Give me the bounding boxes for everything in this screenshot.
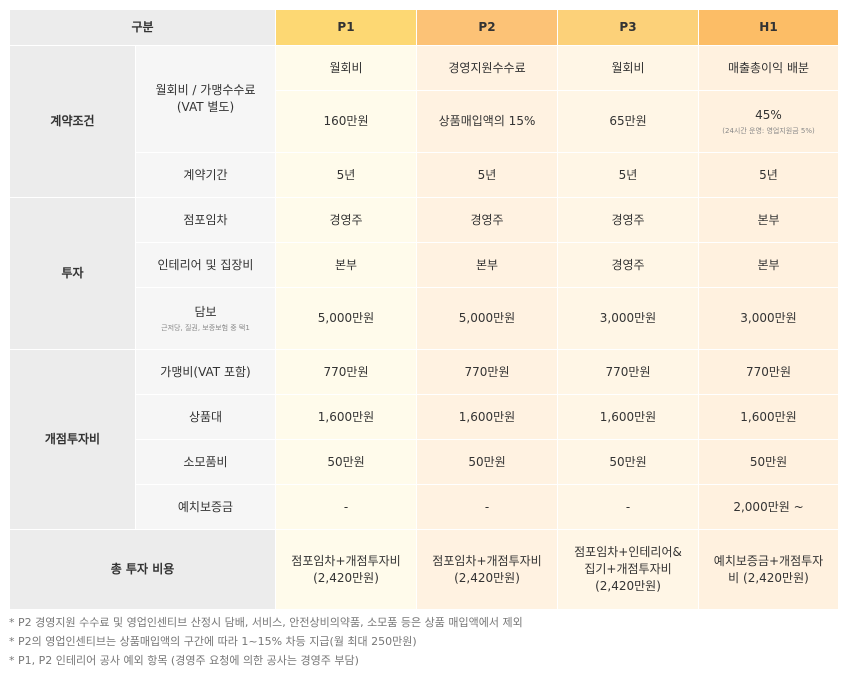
supplies-p1: 50만원 bbox=[275, 439, 417, 485]
row-label-supplies: 소모품비 bbox=[135, 439, 276, 485]
deposit-p1: - bbox=[275, 484, 417, 530]
franchise-h1: 770만원 bbox=[698, 349, 839, 395]
term-h1: 5년 bbox=[698, 152, 839, 198]
table-row: 투자 점포임차 경영주 경영주 경영주 본부 bbox=[9, 197, 839, 350]
franchise-comparison-table: 구분 P1 P2 P3 H1 계약조건 월회비 / 가맹수수료 (VAT 별도)… bbox=[9, 9, 839, 610]
goods-h1: 1,600만원 bbox=[698, 394, 839, 440]
header-p2: P2 bbox=[416, 9, 558, 46]
row-label-deposit: 예치보증금 bbox=[135, 484, 276, 530]
deposit-p2: - bbox=[416, 484, 558, 530]
term-p2: 5년 bbox=[416, 152, 558, 198]
row-label-interior: 인테리어 및 집장비 bbox=[135, 242, 276, 288]
table-row: 계약조건 월회비 / 가맹수수료 (VAT 별도) 월회비 경영지원수수료 월회… bbox=[9, 45, 839, 198]
footnote-3: * P1, P2 인테리어 공사 예외 항목 (경영주 요청에 의한 공사는 경… bbox=[9, 654, 359, 667]
row-label-collateral: 담보 bbox=[194, 305, 217, 319]
fee-type-h1: 매출총이익 배분 bbox=[698, 45, 839, 91]
franchise-p2: 770만원 bbox=[416, 349, 558, 395]
lease-p2: 경영주 bbox=[416, 197, 558, 243]
deposit-h1: 2,000만원 ~ bbox=[698, 484, 839, 530]
row-label-goods: 상품대 bbox=[135, 394, 276, 440]
table-row: 계약기간 5년 5년 5년 5년 bbox=[10, 152, 839, 198]
supplies-h1: 50만원 bbox=[698, 439, 839, 485]
group-invest: 투자 bbox=[9, 197, 136, 350]
row-label-fee: 월회비 / 가맹수수료 (VAT 별도) bbox=[135, 45, 276, 153]
table-row: 총 투자 비용 점포임차+개점투자비 (2,420만원) 점포임차+개점투자비 … bbox=[9, 529, 839, 610]
fee-label-line2: (VAT 별도) bbox=[176, 100, 235, 114]
table-row: 개점투자비 가맹비(VAT 포함) 770만원 770만원 770만원 770만… bbox=[9, 349, 839, 530]
collateral-p1: 5,000만원 bbox=[275, 287, 417, 350]
header-h1: H1 bbox=[698, 9, 839, 46]
interior-p2: 본부 bbox=[416, 242, 558, 288]
table-row: 상품대 1,600만원 1,600만원 1,600만원 1,600만원 bbox=[10, 394, 839, 440]
header-p3: P3 bbox=[557, 9, 699, 46]
fee-value-p3: 65만원 bbox=[557, 90, 699, 153]
interior-p3: 경영주 bbox=[557, 242, 699, 288]
lease-h1: 본부 bbox=[698, 197, 839, 243]
total-p3: 점포임차+인테리어& 집기+개점투자비 (2,420만원) bbox=[557, 529, 699, 610]
deposit-p3: - bbox=[557, 484, 699, 530]
row-label-collateral-cell: 담보 근저당, 질권, 보증보험 중 택1 bbox=[135, 287, 276, 350]
goods-p1: 1,600만원 bbox=[275, 394, 417, 440]
group-opening: 개점투자비 bbox=[9, 349, 136, 530]
row-label-term: 계약기간 bbox=[135, 152, 276, 198]
interior-p1: 본부 bbox=[275, 242, 417, 288]
fee-type-p2: 경영지원수수료 bbox=[416, 45, 558, 91]
fee-value-h1-note: (24시간 운영: 영업지원금 5%) bbox=[722, 127, 815, 135]
total-p2: 점포임차+개점투자비 (2,420만원) bbox=[416, 529, 558, 610]
row-label-lease: 점포임차 bbox=[135, 197, 276, 243]
table-row: 예치보증금 - - - 2,000만원 ~ bbox=[10, 484, 839, 530]
table-row: 160만원 상품매입액의 15% 65만원 45% (24시간 운영: 영업지원… bbox=[10, 90, 839, 153]
header-row: 구분 P1 P2 P3 H1 bbox=[9, 9, 839, 46]
group-contract: 계약조건 bbox=[9, 45, 136, 198]
collateral-p3: 3,000만원 bbox=[557, 287, 699, 350]
header-label: 구분 bbox=[9, 9, 276, 46]
lease-p1: 경영주 bbox=[275, 197, 417, 243]
footnote-1: * P2 경영지원 수수료 및 영업인센티브 산정시 담배, 서비스, 안전상비… bbox=[9, 616, 523, 629]
total-p1: 점포임차+개점투자비 (2,420만원) bbox=[275, 529, 417, 610]
fee-value-p1: 160만원 bbox=[275, 90, 417, 153]
total-h1: 예치보증금+개점투자 비 (2,420만원) bbox=[698, 529, 839, 610]
goods-p2: 1,600만원 bbox=[416, 394, 558, 440]
collateral-p2: 5,000만원 bbox=[416, 287, 558, 350]
supplies-p3: 50만원 bbox=[557, 439, 699, 485]
fee-value-h1-cell: 45% (24시간 운영: 영업지원금 5%) bbox=[698, 90, 839, 153]
group-total: 총 투자 비용 bbox=[9, 529, 276, 610]
header-p1: P1 bbox=[275, 9, 417, 46]
row-label-franchise: 가맹비(VAT 포함) bbox=[135, 349, 276, 395]
goods-p3: 1,600만원 bbox=[557, 394, 699, 440]
footnote-2: * P2의 영업인센티브는 상품매입액의 구간에 따라 1~15% 차등 지급(… bbox=[9, 635, 417, 648]
term-p3: 5년 bbox=[557, 152, 699, 198]
collateral-h1: 3,000만원 bbox=[698, 287, 839, 350]
franchise-p3: 770만원 bbox=[557, 349, 699, 395]
fee-type-p3: 월회비 bbox=[557, 45, 699, 91]
interior-h1: 본부 bbox=[698, 242, 839, 288]
term-p1: 5년 bbox=[275, 152, 417, 198]
lease-p3: 경영주 bbox=[557, 197, 699, 243]
footnotes: * P2 경영지원 수수료 및 영업인센티브 산정시 담배, 서비스, 안전상비… bbox=[9, 613, 523, 670]
collateral-note: 근저당, 질권, 보증보험 중 택1 bbox=[161, 324, 250, 332]
supplies-p2: 50만원 bbox=[416, 439, 558, 485]
fee-type-p1: 월회비 bbox=[275, 45, 417, 91]
fee-label-line1: 월회비 / 가맹수수료 bbox=[155, 83, 256, 97]
fee-value-h1: 45% bbox=[755, 108, 782, 122]
fee-value-p2: 상품매입액의 15% bbox=[416, 90, 558, 153]
franchise-p1: 770만원 bbox=[275, 349, 417, 395]
